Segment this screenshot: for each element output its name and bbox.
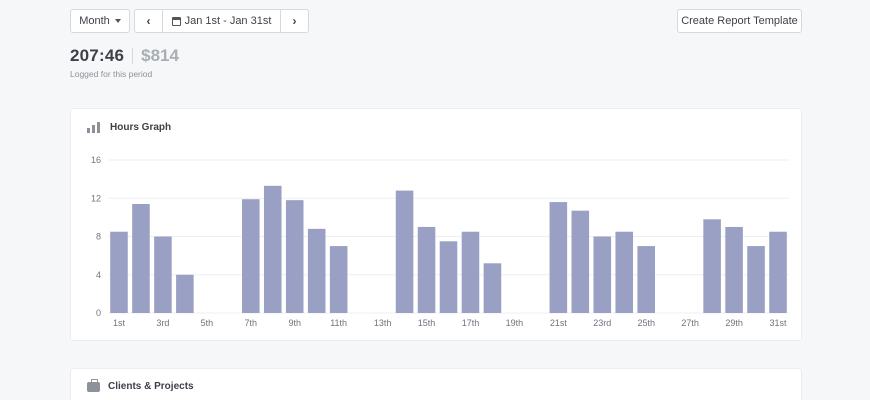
x-tick-label: 11th <box>330 318 347 328</box>
bar-9th[interactable] <box>285 200 304 313</box>
hours-bar-chart: 0 4 8 12 16 1st 3rd 5th 7th 9th 11th 13th 15th 17th 19… <box>91 155 789 328</box>
x-tick-label: 13th <box>374 318 392 328</box>
bar-14th[interactable] <box>395 190 414 313</box>
chevron-left-icon: ‹ <box>146 14 151 28</box>
x-tick-label: 25th <box>637 318 655 328</box>
date-range-label: Jan 1st - Jan 31st <box>184 15 272 27</box>
x-tick-label: 15th <box>418 318 436 328</box>
bar-16th[interactable] <box>439 241 458 313</box>
bar-25th[interactable] <box>637 246 655 313</box>
previous-period-button[interactable]: ‹ <box>135 10 163 32</box>
date-range-button[interactable]: Jan 1st - Jan 31st <box>163 10 280 32</box>
y-tick-label: 16 <box>91 155 101 165</box>
total-amount: $814 <box>141 46 179 65</box>
briefcase-icon <box>87 378 100 392</box>
y-tick-label: 8 <box>96 232 101 242</box>
bar-30th[interactable] <box>747 246 765 313</box>
bar-18th[interactable] <box>483 263 502 313</box>
calendar-icon <box>171 16 181 26</box>
caret-down-icon <box>114 19 121 23</box>
x-tick-label: 3rd <box>156 318 169 328</box>
x-tick-label: 23rd <box>593 318 611 328</box>
x-tick-label: 29th <box>725 318 743 328</box>
bar-21st[interactable] <box>549 202 568 313</box>
bar-1st[interactable] <box>110 231 128 313</box>
bar-4th[interactable] <box>176 274 194 313</box>
bar-3rd[interactable] <box>154 236 172 314</box>
bar-15th[interactable] <box>417 226 436 313</box>
y-tick-label: 0 <box>96 308 101 318</box>
bar-2nd[interactable] <box>132 203 150 313</box>
y-tick-label: 4 <box>96 270 101 280</box>
period-label: Month <box>79 15 110 27</box>
x-tick-label: 21st <box>550 318 568 328</box>
bar-22nd[interactable] <box>571 210 590 313</box>
bar-29th[interactable] <box>725 226 743 313</box>
bar-chart-icon <box>87 122 102 133</box>
bar-8th[interactable] <box>263 185 282 313</box>
x-tick-label: 9th <box>288 318 301 328</box>
x-tick-label: 1st <box>113 318 126 328</box>
bar-28th[interactable] <box>703 219 721 313</box>
hours-graph-card: Hours Graph 0 4 8 12 16 1st 3rd 5th 7th 9th 11th 13… <box>70 108 802 341</box>
bar-23rd[interactable] <box>593 236 612 314</box>
bar-11th[interactable] <box>329 246 348 313</box>
next-period-button[interactable]: › <box>280 10 308 32</box>
clients-projects-card: Clients & Projects <box>70 368 802 400</box>
clients-projects-title: Clients & Projects <box>108 381 194 392</box>
x-tick-label: 27th <box>681 318 699 328</box>
bar-10th[interactable] <box>307 228 326 313</box>
x-tick-label: 7th <box>245 318 258 328</box>
x-tick-label: 31st <box>770 318 788 328</box>
toolbar: Month ‹ Jan 1st - Jan 31st › Create Repo… <box>70 9 802 33</box>
clients-projects-header: Clients & Projects <box>87 378 194 392</box>
x-tick-label: 19th <box>506 318 524 328</box>
bar-31st[interactable] <box>769 231 787 313</box>
divider <box>132 48 134 64</box>
period-dropdown[interactable]: Month <box>70 9 130 33</box>
y-tick-label: 12 <box>91 193 101 203</box>
create-report-template-button[interactable]: Create Report Template <box>677 9 802 33</box>
bar-24th[interactable] <box>615 231 634 313</box>
x-tick-label: 17th <box>462 318 480 328</box>
x-tick-label: 5th <box>201 318 214 328</box>
date-range-picker: ‹ Jan 1st - Jan 31st › <box>134 9 309 33</box>
period-caption: Logged for this period <box>70 69 153 79</box>
chevron-right-icon: › <box>292 14 297 28</box>
bar-7th[interactable] <box>242 199 260 313</box>
total-hours: 207:46 <box>70 46 125 65</box>
hours-graph-title: Hours Graph <box>110 122 172 133</box>
bar-17th[interactable] <box>461 231 480 313</box>
hours-graph-header: Hours Graph <box>87 122 171 133</box>
period-total: 207:46 $814 <box>70 46 179 66</box>
